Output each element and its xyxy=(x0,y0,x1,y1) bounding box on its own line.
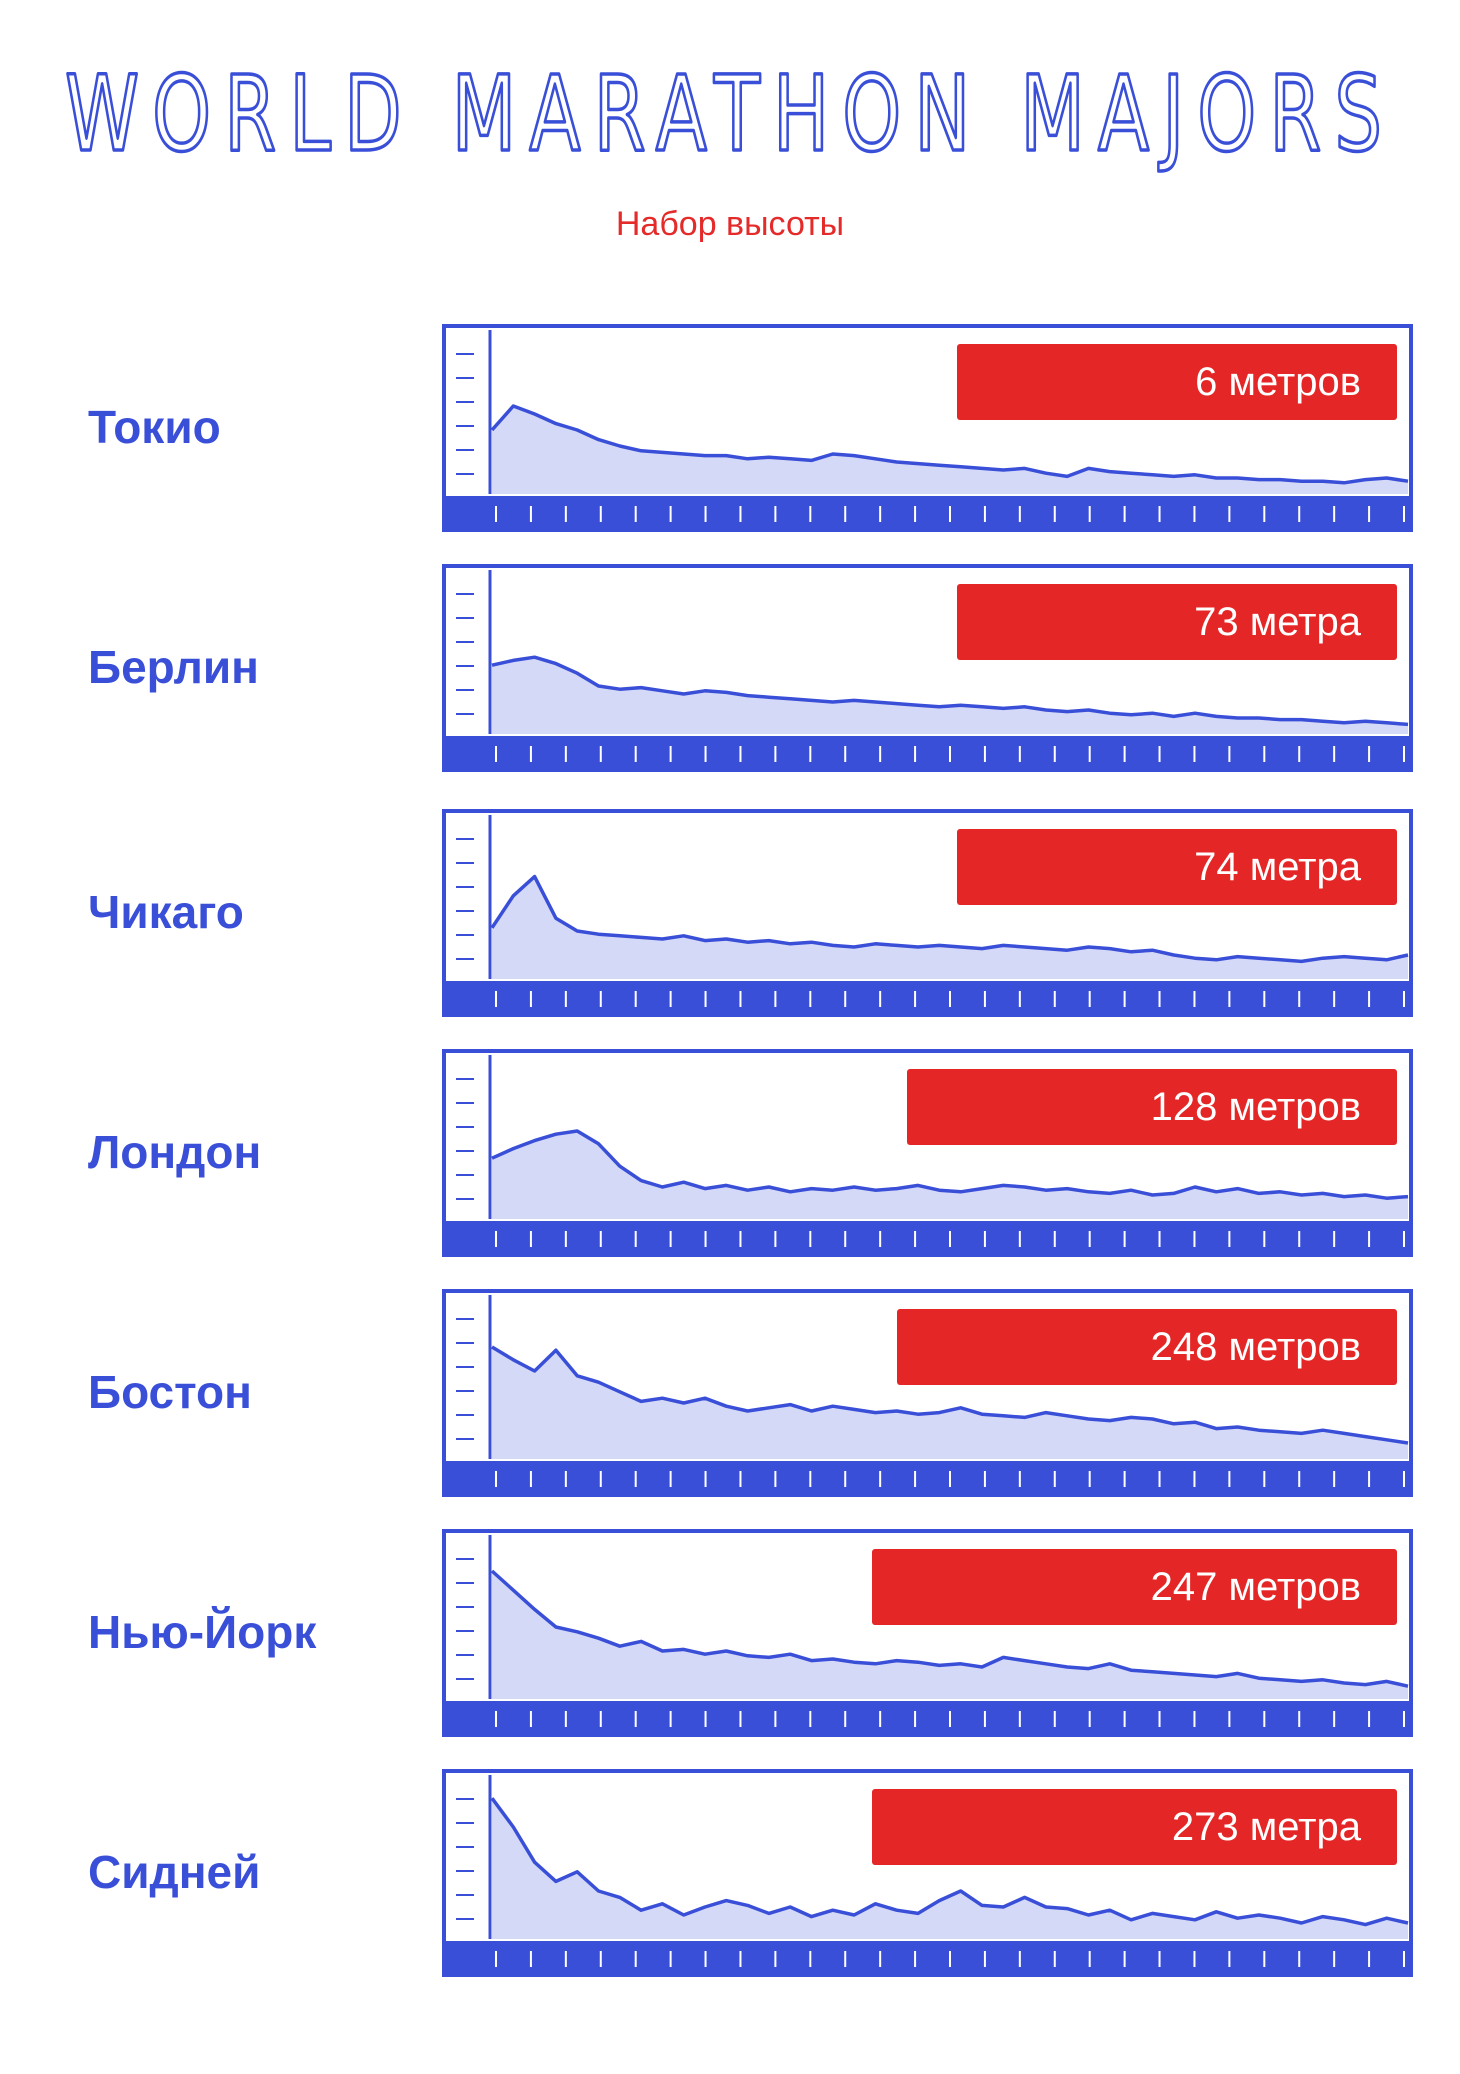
elevation-line xyxy=(490,1797,1409,1927)
elevation-area xyxy=(492,1131,1408,1219)
elevation-chart-svg xyxy=(442,809,1413,1017)
x-axis-band xyxy=(444,981,1411,1015)
x-axis-band xyxy=(444,736,1411,770)
city-name: Токио xyxy=(88,401,221,453)
x-axis-band xyxy=(444,1221,1411,1255)
elevation-gain-label: 273 метра xyxy=(872,1789,1397,1865)
elevation-chart: 6 метров xyxy=(440,322,1415,534)
elevation-chart-svg xyxy=(442,564,1413,772)
elevation-chart-svg xyxy=(442,1769,1413,1977)
chart-row: Нью-Йорк 247 метров xyxy=(0,1527,1460,1739)
x-axis-band xyxy=(444,496,1411,530)
x-axis-band xyxy=(444,1941,1411,1975)
poster-title: WORLD MARATHON MAJORS xyxy=(63,51,1395,177)
chart-row: Берлин 73 метра xyxy=(0,562,1460,774)
city-name: Сидней xyxy=(88,1846,261,1898)
chart-row: Сидней 273 метра xyxy=(0,1767,1460,1979)
elevation-area xyxy=(492,1571,1408,1699)
elevation-chart-svg xyxy=(442,1289,1413,1497)
elevation-chart: 73 метра xyxy=(440,562,1415,774)
chart-row: Бостон 248 метров xyxy=(0,1287,1460,1499)
poster-title-text: WORLD MARATHON MAJORS xyxy=(65,53,1395,175)
elevation-chart: 128 метров xyxy=(440,1047,1415,1259)
chart-row: Чикаго 74 метра xyxy=(0,807,1460,1019)
elevation-line xyxy=(491,655,1409,727)
x-axis-band xyxy=(444,1461,1411,1495)
elevation-line xyxy=(490,1569,1409,1688)
city-name: Нью-Йорк xyxy=(88,1606,317,1658)
elevation-line xyxy=(490,404,1409,485)
elevation-chart: 247 метров xyxy=(440,1527,1415,1739)
city-name: Чикаго xyxy=(88,886,244,938)
city-name: Берлин xyxy=(88,641,259,693)
elevation-chart: 248 метров xyxy=(440,1287,1415,1499)
elevation-area xyxy=(492,657,1408,734)
elevation-area xyxy=(492,876,1408,979)
elevation-chart-svg xyxy=(442,324,1413,532)
elevation-gain-label: 74 метра xyxy=(957,829,1397,905)
elevation-area xyxy=(492,406,1408,494)
elevation-gain-label: 248 метров xyxy=(897,1309,1397,1385)
elevation-chart-svg xyxy=(442,1529,1413,1737)
city-name: Лондон xyxy=(88,1126,262,1178)
elevation-gain-label: 73 метра xyxy=(957,584,1397,660)
elevation-gain-label: 247 метров xyxy=(872,1549,1397,1625)
elevation-chart: 273 метра xyxy=(440,1767,1415,1979)
elevation-line xyxy=(491,1129,1409,1200)
elevation-line xyxy=(490,874,1409,964)
elevation-chart: 74 метра xyxy=(440,807,1415,1019)
elevation-chart-svg xyxy=(442,1049,1413,1257)
chart-row: Токио 6 метров xyxy=(0,322,1460,534)
chart-row: Лондон 128 метров xyxy=(0,1047,1460,1259)
elevation-gain-label: 6 метров xyxy=(957,344,1397,420)
subtitle: Набор высоты xyxy=(615,205,845,243)
elevation-area xyxy=(492,1347,1408,1459)
city-name: Бостон xyxy=(88,1366,252,1418)
elevation-gain-label: 128 метров xyxy=(907,1069,1397,1145)
elevation-line xyxy=(491,1345,1409,1445)
x-axis-band xyxy=(444,1701,1411,1735)
